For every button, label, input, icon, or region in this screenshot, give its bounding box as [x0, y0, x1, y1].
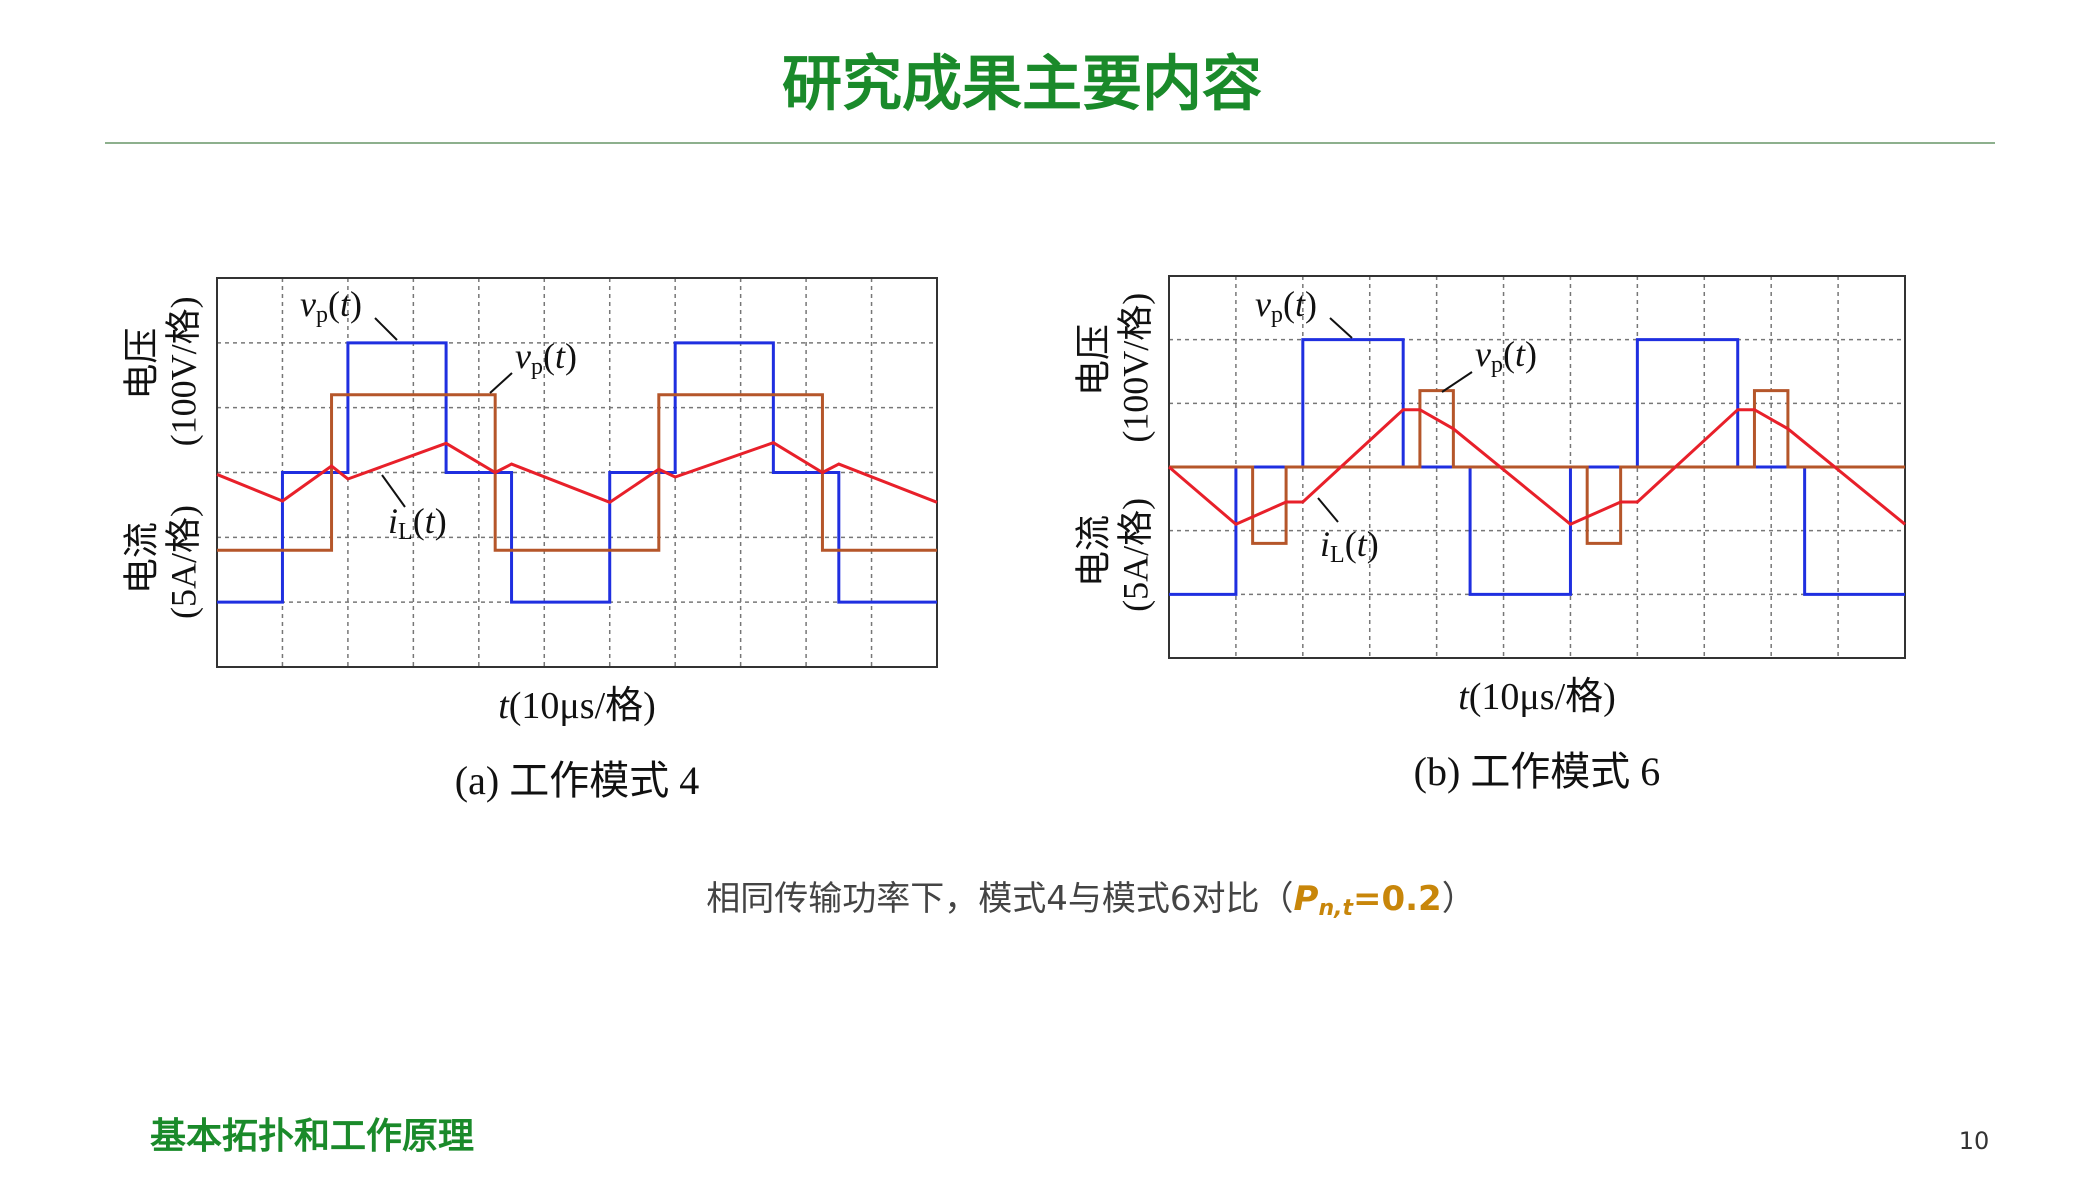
label-part: (: [1283, 284, 1295, 324]
waveform-label: vp(t): [1475, 334, 1537, 377]
label-part: t: [425, 501, 436, 541]
label-part: ): [1305, 284, 1317, 324]
label-part: p: [1491, 352, 1503, 378]
chart-caption: (b) 工作模式 6: [1414, 749, 1661, 794]
label-part: t: [1295, 284, 1306, 324]
leader-line: [1317, 497, 1339, 523]
label-part: L: [398, 519, 413, 545]
note-part: ）: [1442, 879, 1476, 919]
waveform: [1168, 408, 1906, 527]
waveform-label: vp(t): [300, 284, 362, 327]
y-axis-label: (100V/格): [1115, 293, 1155, 443]
label-part: v: [1255, 284, 1271, 324]
label-part: L: [1330, 542, 1345, 568]
footer-section: 基本拓扑和工作原理: [150, 1116, 474, 1157]
plot-frame: [216, 277, 938, 668]
label-part: v: [1475, 334, 1491, 374]
label-part: (10μs/格): [509, 685, 656, 727]
leader-line: [381, 474, 406, 508]
label-part: (: [413, 501, 425, 541]
y-axis-label: (100V/格): [163, 296, 203, 446]
label-part: v: [515, 336, 531, 376]
label-part: (: [328, 284, 340, 324]
label-part: (: [1345, 524, 1357, 564]
x-axis-label: t(10μs/格): [1458, 676, 1616, 718]
label-part: ): [565, 336, 577, 376]
label-part: (: [543, 336, 555, 376]
label-part: p: [531, 354, 543, 380]
label-part: ): [350, 284, 362, 324]
label-part: t: [1515, 334, 1526, 374]
x-axis-label: t(10μs/格): [498, 685, 656, 727]
note-part: 相同传输功率下，模式4与模式6对比（: [706, 879, 1293, 919]
leader-line: [1441, 371, 1473, 393]
y-axis-label: (5A/格): [163, 505, 203, 619]
label-part: t: [555, 336, 566, 376]
waveform-label: iL(t): [1320, 524, 1379, 567]
note-part: P: [1294, 879, 1319, 919]
y-axis-label: 电流: [1073, 515, 1113, 587]
leader-line: [489, 372, 513, 394]
leader-line: [374, 317, 398, 341]
waveform-label: vp(t): [515, 336, 577, 379]
page-number: 10: [1959, 1127, 1990, 1155]
y-axis-label: 电压: [1073, 324, 1113, 396]
leader-line: [1329, 317, 1353, 339]
label-part: t: [340, 284, 351, 324]
note-part: n,t: [1318, 896, 1354, 921]
y-axis-label: 电流: [121, 522, 161, 594]
label-part: ): [1367, 524, 1379, 564]
label-part: p: [1271, 302, 1283, 328]
comparison-note: 相同传输功率下，模式4与模式6对比（Pn,t=0.2）: [706, 879, 1475, 922]
y-axis-label: (5A/格): [1115, 498, 1155, 612]
label-part: t: [1458, 676, 1470, 718]
note-part: =0.2: [1353, 879, 1442, 919]
label-part: t: [1357, 524, 1368, 564]
label-part: v: [300, 284, 316, 324]
label-part: (: [1503, 334, 1515, 374]
waveform-label: vp(t): [1255, 284, 1317, 327]
slide-title: 研究成果主要内容: [782, 50, 1262, 120]
waveform-label: iL(t): [388, 501, 447, 544]
waveform: [217, 341, 937, 604]
label-part: (10μs/格): [1469, 676, 1616, 718]
label-part: i: [1320, 524, 1330, 564]
label-part: ): [1525, 334, 1537, 374]
label-part: p: [316, 302, 328, 328]
y-axis-label: 电压: [121, 328, 161, 400]
chart-caption: (a) 工作模式 4: [455, 758, 699, 803]
waveform: [216, 441, 938, 505]
label-part: ): [435, 501, 447, 541]
label-part: t: [498, 685, 510, 727]
waveform: [1169, 389, 1905, 545]
label-part: i: [388, 501, 398, 541]
